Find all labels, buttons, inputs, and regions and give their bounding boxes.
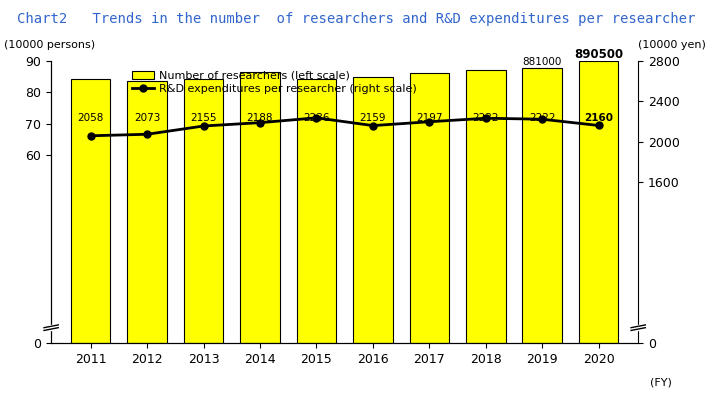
Text: 2236: 2236 [303,113,329,123]
Text: 2160: 2160 [584,113,613,123]
Text: Chart2   Trends in the number  of researchers and R&D expenditures per researche: Chart2 Trends in the number of researche… [17,12,696,26]
Text: 2159: 2159 [359,113,386,123]
Text: 2155: 2155 [190,113,217,123]
Text: 2073: 2073 [134,113,160,123]
Bar [409,73,449,343]
Bar [297,79,337,343]
Legend: Number of researchers (left scale), R&D expenditures per researcher (right scale: Number of researchers (left scale), R&D … [127,66,421,99]
Text: 2058: 2058 [78,113,104,123]
Text: (10000 yen): (10000 yen) [638,40,706,50]
Text: 2197: 2197 [416,113,443,123]
Text: 2222: 2222 [529,113,555,123]
Text: 2232: 2232 [473,113,499,123]
Bar [579,61,618,343]
Bar [353,77,393,343]
Text: 881000: 881000 [523,57,562,67]
Text: 890500: 890500 [574,48,623,61]
Bar [128,81,167,343]
Bar [523,67,562,343]
Text: (10000 persons): (10000 persons) [4,40,96,50]
Text: (FY): (FY) [650,377,672,387]
Bar [240,72,279,343]
Text: 2188: 2188 [247,113,273,123]
Bar [71,79,111,343]
Bar [184,79,223,343]
Bar [466,70,506,343]
